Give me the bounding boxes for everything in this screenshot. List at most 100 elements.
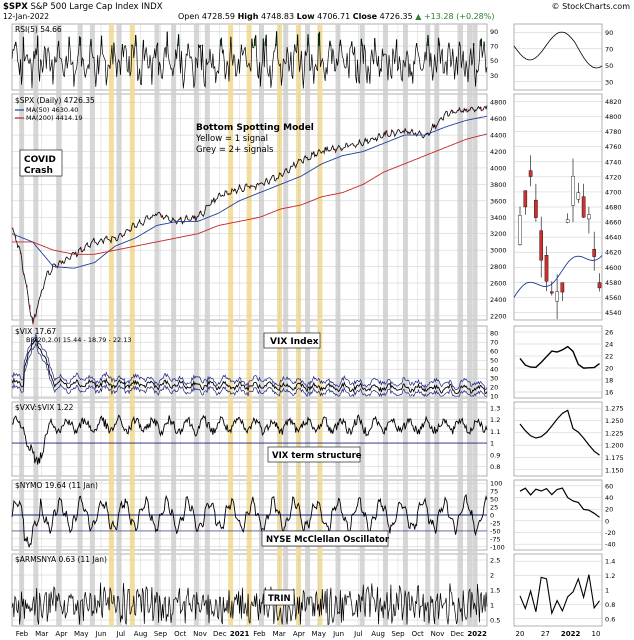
- x-tick-label: May: [312, 630, 326, 638]
- vix-bb-lower: [11, 342, 487, 398]
- legend-ma200: MA(200) 4414.19: [26, 114, 82, 122]
- x-tick-label: Oct: [412, 630, 424, 638]
- zoom-y-tick-label: -40: [605, 541, 616, 549]
- zoom-candle-body: [597, 282, 602, 289]
- y-tick-label: 30: [490, 72, 498, 80]
- grey-signal-band: [77, 24, 83, 626]
- zoom-nymo-line: [519, 487, 600, 518]
- zoom-panel-frame-0: [513, 23, 603, 91]
- grey-signal-band: [116, 24, 122, 626]
- open-label: Open: [178, 12, 200, 21]
- x-tick-label: Mar: [273, 630, 286, 638]
- zoom-y-tick-label: 1.175: [605, 454, 624, 462]
- zoom-trin-line: [519, 574, 600, 616]
- open-value: 4728.59: [201, 12, 236, 21]
- x-tick-label: Sep: [391, 630, 405, 638]
- zoom-y-tick-label: 1.200: [605, 442, 624, 450]
- nymo-label-box: [261, 530, 389, 547]
- zoom-y-tick-label: 4560: [605, 294, 622, 302]
- zoom-panel-frame-3: [513, 401, 603, 477]
- zoom-ma50-line: [513, 255, 603, 298]
- y-tick-label: 2400: [490, 296, 507, 304]
- grey-signal-band: [425, 24, 431, 626]
- y-tick-label: 75: [490, 488, 498, 496]
- y-tick-label: 2600: [490, 280, 507, 288]
- rsi-title: RSI(5) 54.66: [15, 25, 62, 34]
- zoom-y-tick-label: 4740: [605, 158, 622, 166]
- low-value: 4706.71: [317, 12, 351, 21]
- grey-signal-band: [305, 24, 311, 626]
- price-down-ticks: [12, 107, 482, 325]
- y-tick-label: 3400: [490, 214, 507, 222]
- term-label: VIX term structure: [272, 451, 362, 461]
- zoom-candle-body: [518, 215, 522, 245]
- vix-title: $VIX 17.67: [15, 327, 56, 336]
- high-label: High: [237, 12, 259, 21]
- vix-bb-upper: [11, 333, 488, 390]
- zoom-y-tick-label: 24: [605, 341, 613, 349]
- yellow-signal-band: [108, 24, 114, 626]
- zoom-y-tick-label: 4580: [605, 279, 622, 287]
- zoom-y-tick-label: 1.275: [605, 405, 624, 413]
- y-tick-label: 2.5: [490, 557, 500, 565]
- y-tick-label: 40: [490, 366, 498, 374]
- zoom-y-tick-label: 4800: [605, 113, 622, 121]
- yellow-signal-band: [246, 24, 252, 626]
- y-tick-label: 90: [490, 28, 498, 36]
- zoom-candle-body: [581, 196, 586, 218]
- zoom-rsi-line: [513, 31, 603, 69]
- x-tick-label: Sep: [154, 630, 168, 638]
- grey-signal-band: [335, 24, 341, 626]
- zoom-y-tick-label: 4600: [605, 264, 622, 272]
- y-tick-label: 20: [490, 384, 498, 392]
- zoom-y-tick-label: 4660: [605, 219, 622, 227]
- zoom-candle-body: [560, 282, 565, 293]
- grey-signal-band: [154, 24, 160, 626]
- zoom-y-tick-label: 4680: [605, 204, 622, 212]
- y-tick-label: 30: [490, 375, 498, 383]
- y-tick-label: 3200: [490, 230, 507, 238]
- trin-label-box: [263, 589, 295, 606]
- low-label: Low: [296, 12, 315, 21]
- trin-label: TRIN: [268, 594, 291, 604]
- y-tick-label: 2800: [490, 263, 507, 271]
- symbol-name: S&P 500 Large Cap Index: [30, 2, 139, 12]
- close-label: Close: [352, 12, 378, 21]
- zoom-y-tick-label: 0: [605, 517, 609, 525]
- crash-label: Crash: [24, 166, 53, 176]
- yellow-signal-band: [129, 24, 135, 626]
- zoom-y-tick-label: 50: [605, 62, 613, 70]
- chart-header: $SPX S&P 500 Large Cap Index INDX: [3, 2, 163, 12]
- zoom-candle-body: [534, 199, 538, 218]
- grey-signal-band: [89, 24, 95, 626]
- zoom-y-tick-label: 40: [605, 494, 613, 502]
- trin-line: [11, 582, 488, 626]
- legend-ma50: MA(50) 4630.40: [26, 106, 78, 114]
- zoom-candle-body: [592, 248, 596, 257]
- y-tick-label: 4600: [490, 115, 507, 123]
- vix-bb-legend: BB(20,2.0) 15.44 - 18.79 - 22.13: [26, 336, 132, 344]
- y-tick-label: 80: [490, 330, 498, 338]
- zoom-y-tick-label: 18: [605, 377, 613, 385]
- y-tick-label: 4000: [490, 164, 507, 172]
- model-yellow-note: Yellow = 1 signal: [195, 134, 268, 144]
- ma50-line: [11, 115, 488, 269]
- x-tick-label: May: [74, 630, 88, 638]
- term-structure-title: $VXV:$VIX 1.22: [15, 403, 74, 412]
- zoom-y-tick-label: 4780: [605, 128, 622, 136]
- copyright: © StockCharts.com: [551, 2, 630, 11]
- y-tick-label: 1.3: [490, 404, 500, 412]
- yellow-signal-band: [228, 24, 234, 626]
- x-tick-label: Jun: [332, 630, 344, 638]
- x-tick-label: Dec: [213, 630, 227, 638]
- y-tick-label: 70: [490, 43, 498, 51]
- y-tick-label: 4400: [490, 132, 507, 140]
- y-tick-label: 60: [490, 348, 498, 356]
- zoom-y-tick-label: 4540: [605, 309, 622, 317]
- grey-signal-band: [33, 24, 39, 626]
- x-tick-label: Aug: [371, 630, 385, 638]
- x-tick-label: Nov: [431, 630, 445, 638]
- zoom-y-tick-label: 70: [605, 45, 613, 53]
- vix-label-box: [263, 332, 321, 349]
